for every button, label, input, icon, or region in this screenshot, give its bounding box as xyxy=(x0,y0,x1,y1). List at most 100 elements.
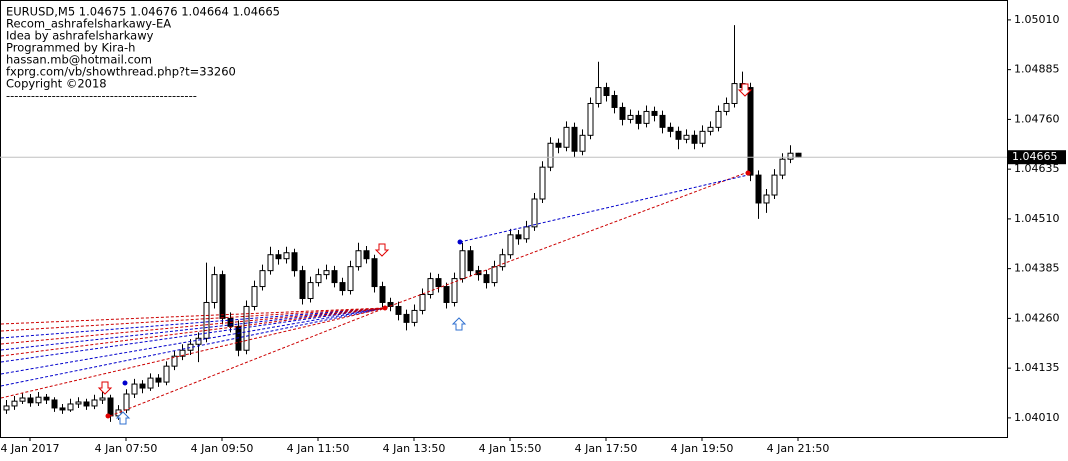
info-line: hassan.mb@hotmail.com xyxy=(6,53,152,67)
candle-body xyxy=(347,266,354,292)
x-tick-label: 4 Jan 19:50 xyxy=(671,442,734,455)
candle-body xyxy=(787,152,794,160)
candle-body xyxy=(331,270,338,284)
info-line: Programmed by Kira-h xyxy=(6,41,135,55)
candle-body xyxy=(507,234,514,256)
candle-body xyxy=(571,126,578,152)
candle-body xyxy=(563,126,570,148)
buy-arrow xyxy=(115,411,131,425)
y-tick-label: 1.04510 xyxy=(1014,212,1060,225)
candle-body xyxy=(651,110,658,116)
candle-body xyxy=(459,250,466,280)
candle-body xyxy=(67,403,74,411)
candle-body xyxy=(315,274,322,284)
candle-body xyxy=(59,407,66,411)
candle-body xyxy=(379,286,386,303)
trend-line xyxy=(459,174,749,243)
candle-body xyxy=(163,365,170,383)
candle-body xyxy=(755,174,762,204)
trend-line xyxy=(0,307,386,332)
candle-body xyxy=(275,254,282,260)
candle-body xyxy=(555,142,562,148)
y-tick-label: 1.04635 xyxy=(1014,162,1060,175)
candle-body xyxy=(403,313,410,323)
candle-body xyxy=(267,254,274,272)
candle-body xyxy=(91,399,98,407)
candle-body xyxy=(443,286,450,303)
info-line: ----------------------------------------… xyxy=(6,89,197,103)
marker xyxy=(457,239,463,245)
candle-body xyxy=(51,399,58,409)
candle-body xyxy=(307,282,314,299)
candle-body xyxy=(515,234,522,240)
candle-body xyxy=(611,95,618,108)
candle-body xyxy=(547,142,554,168)
candle-body xyxy=(147,377,154,389)
candle-body xyxy=(123,393,130,411)
candle-body xyxy=(763,194,770,204)
candle-body xyxy=(579,134,586,152)
buy-arrow xyxy=(451,317,467,331)
x-tick-label: 4 Jan 17:50 xyxy=(575,442,638,455)
candle-body xyxy=(419,294,426,311)
info-line: Copyright ©2018 xyxy=(6,77,107,91)
candle-body xyxy=(179,349,186,357)
candle-body xyxy=(43,396,50,401)
candle-body xyxy=(83,401,90,407)
candle-body xyxy=(643,110,650,124)
candle-body xyxy=(699,130,706,144)
candle-body xyxy=(619,106,626,120)
candle-body xyxy=(299,270,306,299)
candle-body xyxy=(99,397,106,401)
trend-line xyxy=(0,307,386,357)
candle-body xyxy=(659,114,666,128)
candle-body xyxy=(107,397,114,417)
candle-body xyxy=(155,377,162,383)
y-tick-label: 1.04385 xyxy=(1014,262,1060,275)
candle-body xyxy=(595,87,602,104)
candle-body xyxy=(715,110,722,128)
candle-body xyxy=(195,337,202,345)
sell-arrow xyxy=(97,381,113,395)
trend-line xyxy=(0,307,386,387)
x-tick-label: 4 Jan 2017 xyxy=(1,442,60,455)
candle-body xyxy=(667,126,674,132)
candle-body xyxy=(371,258,378,288)
sell-arrow xyxy=(737,83,753,97)
candle-body xyxy=(491,266,498,284)
candle-body xyxy=(35,396,42,404)
candle-body xyxy=(539,166,546,200)
marker xyxy=(105,413,111,419)
plot-frame xyxy=(0,0,1008,438)
candle-body xyxy=(627,114,634,120)
y-tick-label: 1.04760 xyxy=(1014,112,1060,125)
candle-body xyxy=(291,252,298,272)
candle-body xyxy=(635,114,642,124)
candle-body xyxy=(435,278,442,288)
candle-body xyxy=(259,270,266,288)
candle-body xyxy=(707,126,714,132)
marker xyxy=(745,170,751,176)
trend-line xyxy=(0,307,386,399)
signal-markers xyxy=(105,170,751,419)
trend-line xyxy=(0,307,386,339)
candle-body xyxy=(283,252,290,260)
trend-line xyxy=(0,307,386,345)
candle-body xyxy=(523,226,530,240)
candle-body xyxy=(131,383,138,395)
candle-body xyxy=(363,250,370,260)
candle-body xyxy=(139,383,146,389)
trend-line xyxy=(0,307,386,325)
candle-body xyxy=(731,83,738,104)
candle-body xyxy=(747,87,754,176)
marker xyxy=(122,380,128,386)
candle-body xyxy=(723,102,730,112)
info-line: Recom_ashrafelsharkawy-EA xyxy=(6,17,171,31)
y-tick-label: 1.04260 xyxy=(1014,311,1060,324)
trend-line xyxy=(109,307,386,417)
candle-body xyxy=(467,250,474,272)
x-tick-label: 4 Jan 21:50 xyxy=(767,442,830,455)
y-tick-label: 1.04135 xyxy=(1014,361,1060,374)
candle-body xyxy=(339,282,346,292)
candle-body xyxy=(451,278,458,303)
